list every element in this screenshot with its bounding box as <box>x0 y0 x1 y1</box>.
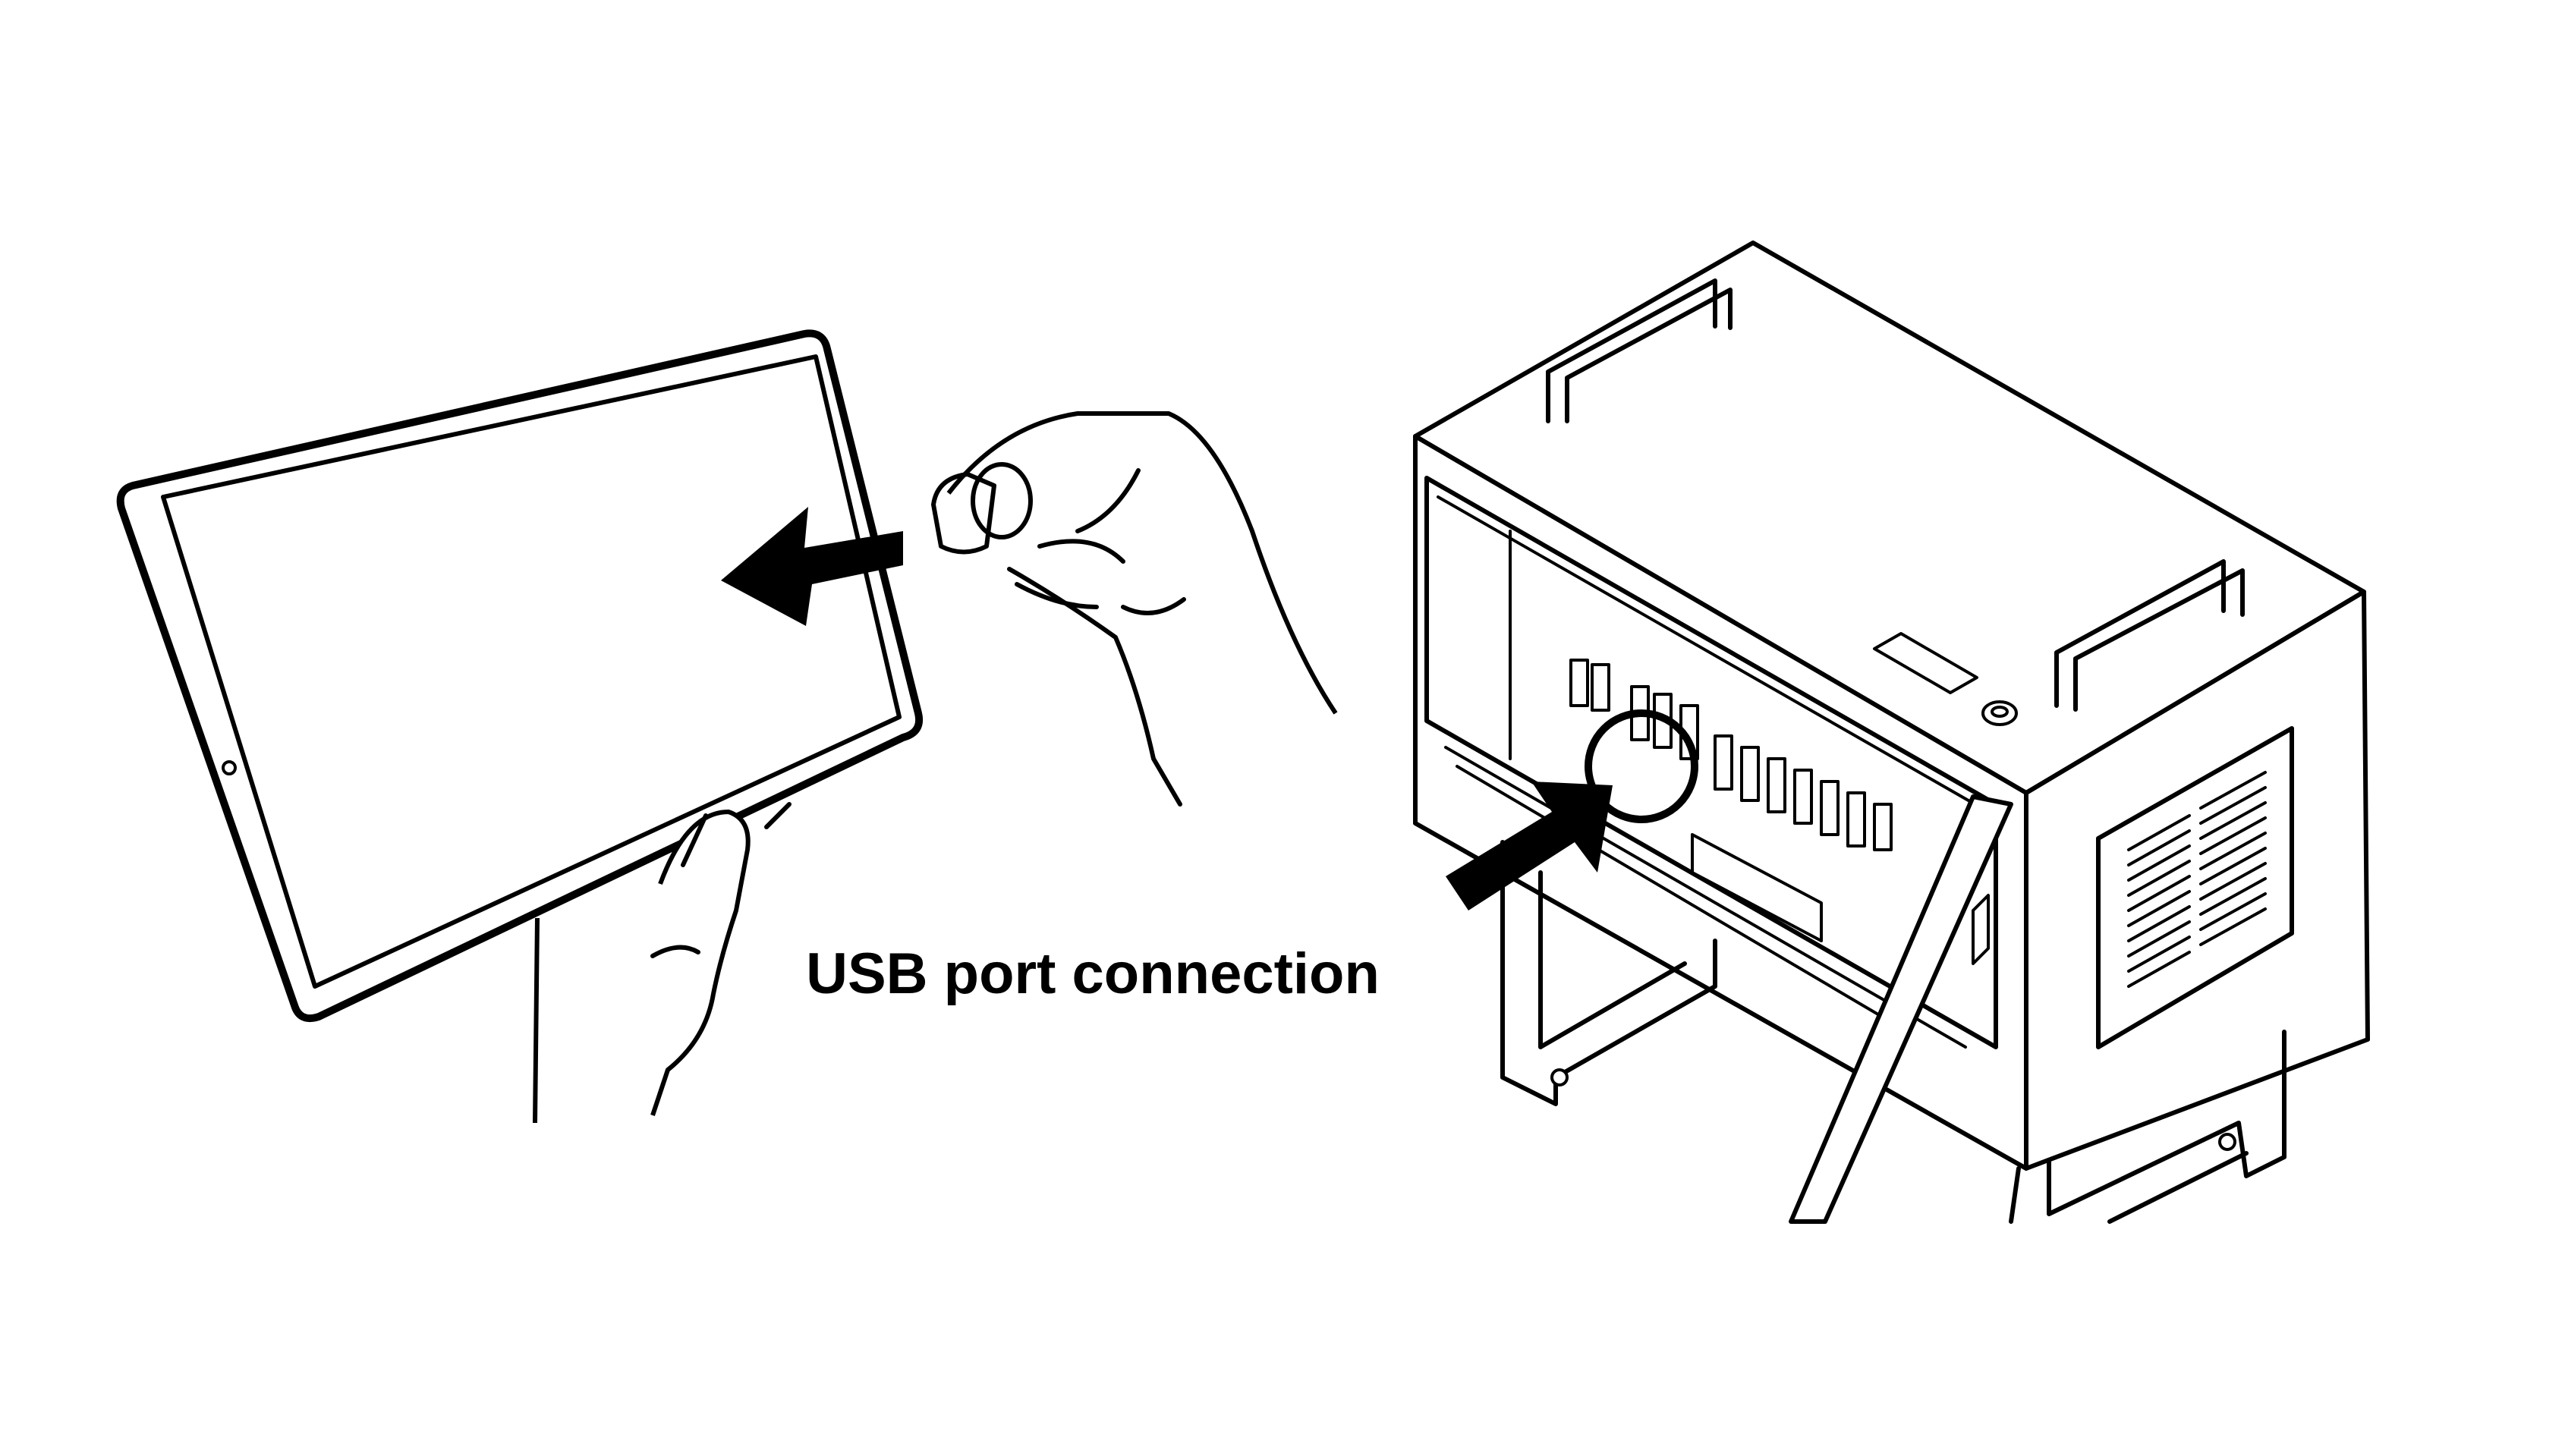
caption: USB port connection <box>806 942 1380 1006</box>
arrow-left-icon <box>721 507 903 626</box>
hand-bottom <box>533 802 792 1124</box>
tablet-camera <box>222 760 237 775</box>
hand-top <box>931 411 1338 807</box>
arrow-up-right-icon <box>1446 781 1613 910</box>
circle-highlight-icon <box>1585 709 1698 823</box>
tablet <box>116 329 923 1023</box>
vent-slats <box>2127 771 2267 988</box>
control-box <box>1413 241 2370 1224</box>
